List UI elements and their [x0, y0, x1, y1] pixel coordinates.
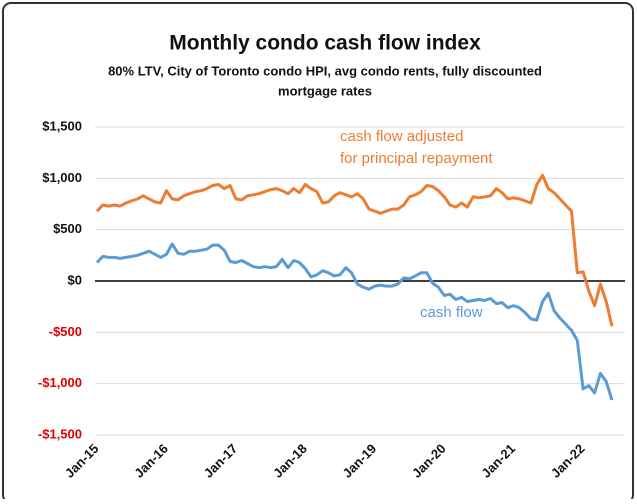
series-label: for principal repayment [340, 150, 493, 167]
y-tick-label: -$1,000 [38, 375, 82, 390]
series-line [95, 242, 614, 401]
chart-subtitle: mortgage rates [278, 83, 372, 98]
series-label: cash flow adjusted [340, 128, 463, 145]
y-tick-label: $1,500 [42, 118, 82, 133]
series-line [95, 173, 614, 327]
y-tick-label: $1,000 [42, 170, 82, 185]
series-label: cash flow [420, 304, 483, 321]
y-tick-label: -$500 [49, 324, 82, 339]
y-tick-label: $500 [53, 221, 82, 236]
y-tick-label: -$1,500 [38, 426, 82, 441]
chart-title: Monthly condo cash flow index [169, 32, 481, 55]
y-tick-label: $0 [68, 272, 82, 287]
chart-subtitle: 80% LTV, City of Toronto condo HPI, avg … [108, 63, 542, 78]
